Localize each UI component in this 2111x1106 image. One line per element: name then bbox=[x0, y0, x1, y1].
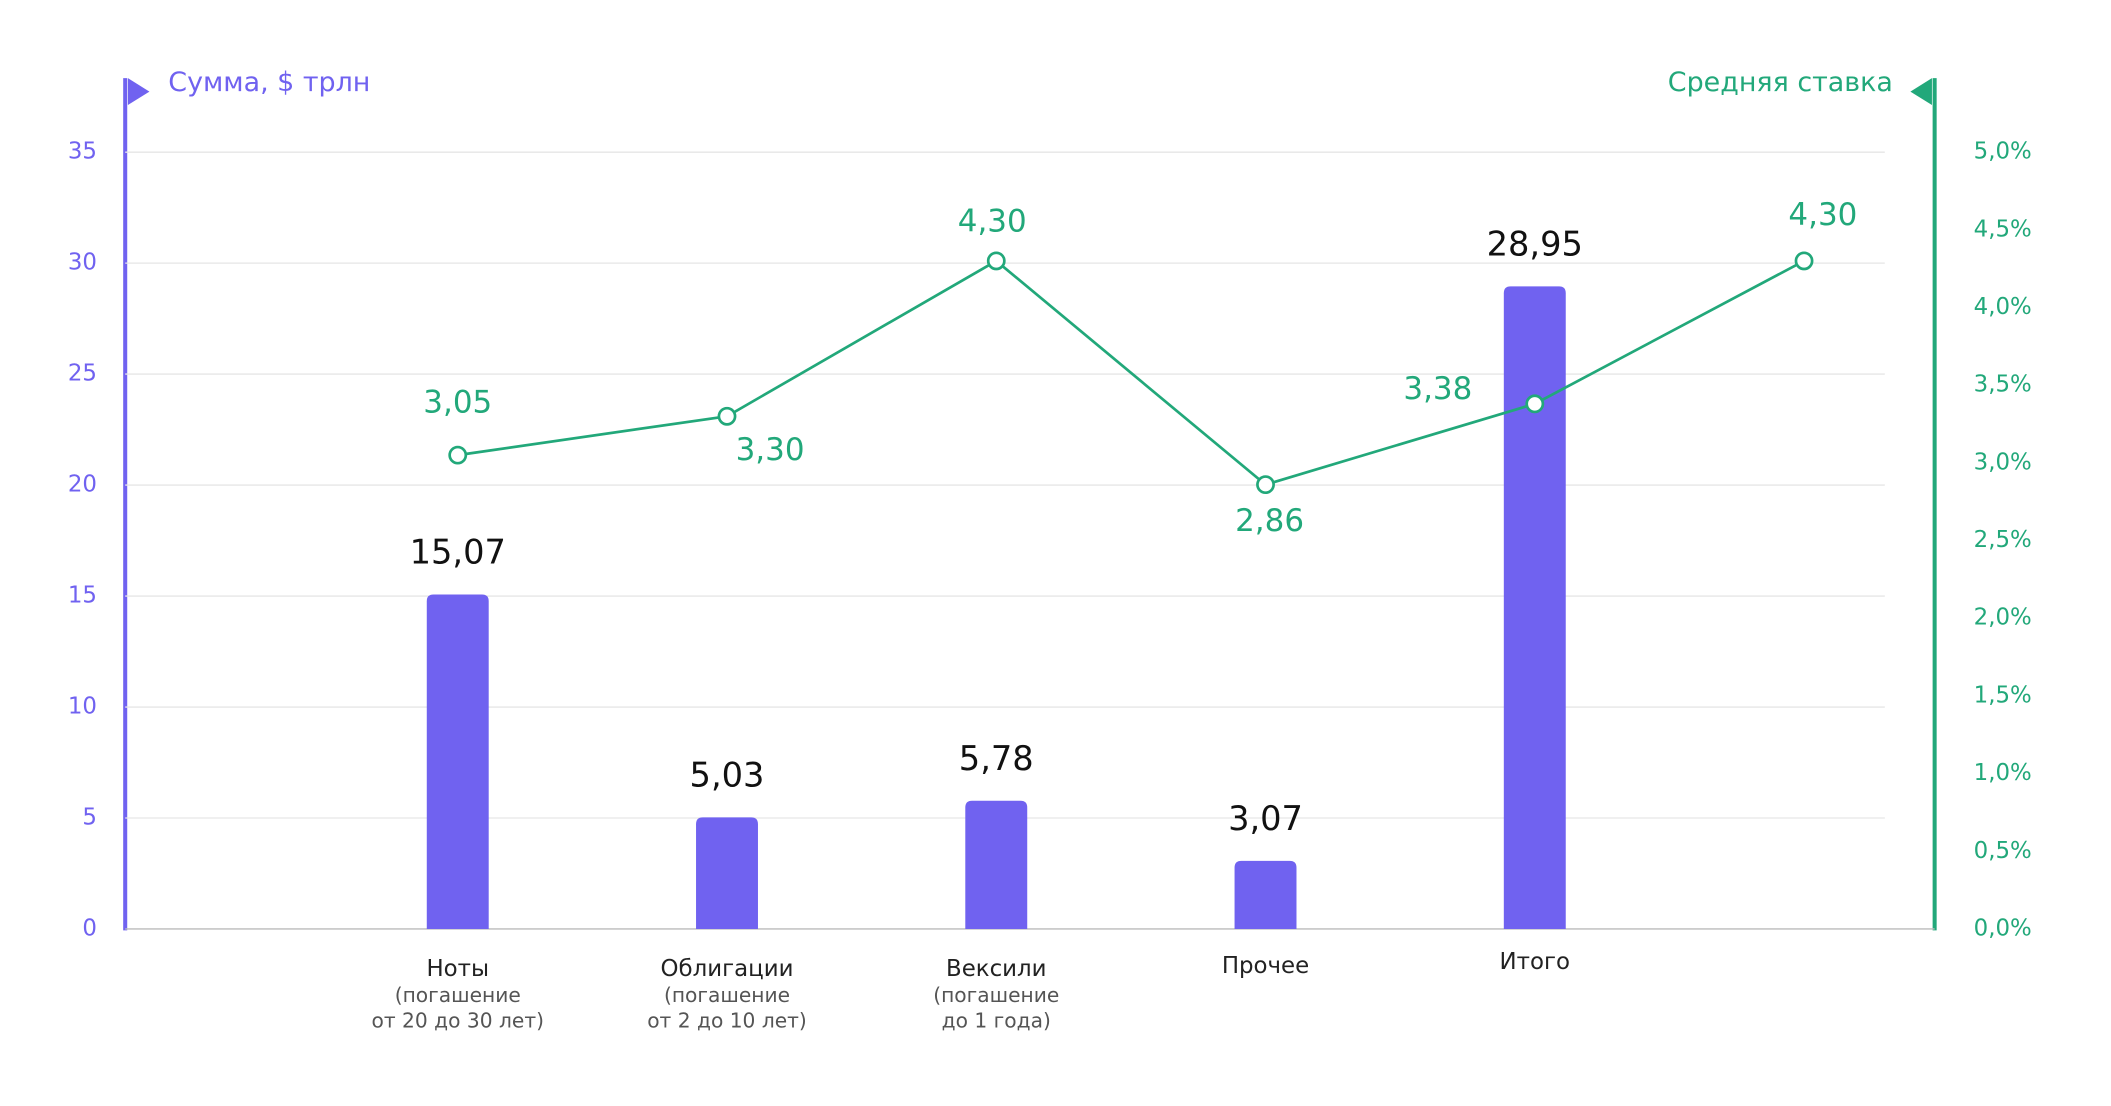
line bbox=[457, 259, 1805, 487]
y-tick-label: 35 bbox=[68, 139, 97, 165]
x-tick-label: Прочее bbox=[1222, 953, 1309, 979]
y-tick-label: 5 bbox=[82, 805, 97, 831]
bar-value-label: 3,07 bbox=[1228, 799, 1303, 838]
y-tick-label: 10 bbox=[68, 694, 97, 720]
y2-tick-label: 1,0% bbox=[1974, 760, 2032, 786]
y2-tick-label: 0,0% bbox=[1974, 915, 2032, 941]
x-tick-label: Итого bbox=[1500, 949, 1570, 975]
y2-tick-label: 1,5% bbox=[1974, 682, 2032, 708]
x-tick-label: Вексили bbox=[946, 956, 1047, 982]
y2-tick-label: 2,5% bbox=[1974, 527, 2032, 553]
bar bbox=[1503, 286, 1566, 929]
y2-tick-label: 4,5% bbox=[1974, 216, 2032, 242]
y-tick-label: 25 bbox=[68, 361, 97, 387]
bar-value-label: 5,78 bbox=[959, 739, 1034, 778]
y-axis-flag bbox=[127, 78, 150, 106]
line-value-label: 4,30 bbox=[958, 204, 1027, 240]
line-value-label: 2,86 bbox=[1235, 503, 1304, 539]
line-point bbox=[1525, 394, 1545, 414]
line-point bbox=[986, 251, 1006, 271]
y-tick-label: 30 bbox=[68, 250, 97, 276]
line-value-label: 4,30 bbox=[1788, 197, 1857, 233]
y2-axis-flag bbox=[1910, 78, 1932, 106]
line-point bbox=[448, 445, 468, 465]
x-tick-note: (погашение bbox=[664, 983, 790, 1007]
y2-tick-label: 0,5% bbox=[1974, 838, 2032, 864]
line-value-label: 3,05 bbox=[423, 384, 492, 420]
y2-tick-label: 3,5% bbox=[1974, 372, 2032, 398]
y-tick-label: 20 bbox=[68, 472, 97, 498]
y2-tick-label: 3,0% bbox=[1974, 449, 2032, 475]
x-tick-note: (погашение bbox=[933, 983, 1059, 1007]
bar-value-label: 15,07 bbox=[410, 533, 506, 572]
line-point bbox=[717, 406, 737, 426]
line-value-label: 3,38 bbox=[1403, 371, 1472, 407]
x-tick-note: до 1 года) bbox=[942, 1008, 1051, 1032]
y2-tick-label: 4,0% bbox=[1974, 294, 2032, 320]
x-tick-label: Ноты bbox=[426, 956, 489, 982]
x-tick-note: (погашение bbox=[395, 983, 521, 1007]
bar bbox=[1234, 860, 1297, 929]
x-tick-note: от 2 до 10 лет) bbox=[647, 1008, 807, 1032]
y2-axis-title: Средняя ставка bbox=[1668, 67, 1893, 98]
bar bbox=[696, 817, 758, 929]
x-tick-label: Облигации bbox=[661, 956, 794, 982]
y-tick-label: 15 bbox=[68, 583, 97, 609]
y-axis-title: Сумма, $ трлн bbox=[168, 67, 370, 98]
bar bbox=[426, 594, 489, 929]
bar-value-label: 28,95 bbox=[1487, 225, 1583, 264]
line-value-label: 3,30 bbox=[736, 432, 805, 468]
line-point bbox=[1256, 475, 1275, 495]
y2-tick-label: 2,0% bbox=[1974, 605, 2032, 631]
y-tick-label: 0 bbox=[82, 915, 97, 941]
x-tick-note: от 20 до 30 лет) bbox=[372, 1008, 544, 1032]
line-point bbox=[1794, 251, 1814, 271]
y2-tick-label: 5,0% bbox=[1974, 139, 2032, 165]
bar-value-label: 5,03 bbox=[690, 755, 765, 794]
bar bbox=[965, 800, 1028, 929]
